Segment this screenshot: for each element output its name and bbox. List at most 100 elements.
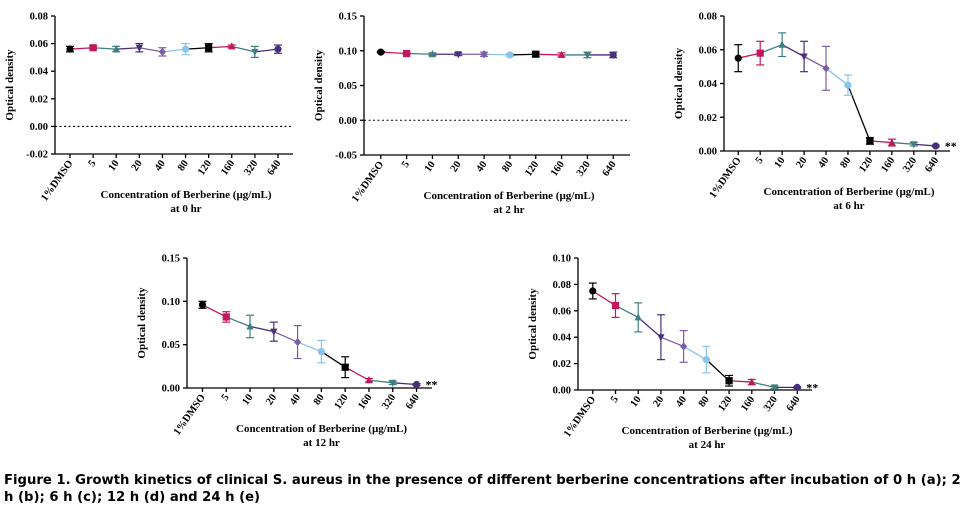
y-tick-label: 0.08 — [699, 12, 717, 23]
data-point — [589, 287, 597, 295]
x-tick-label: 5 — [754, 155, 766, 166]
x-tick-label: 640 — [265, 158, 283, 177]
chart-panel-4: 0.00 0.05 0.10 0.15 1%DMSO 5 10 20 40 80 120 160 320… — [136, 254, 438, 450]
data-point — [557, 50, 566, 58]
x-tick-label: 10 — [107, 158, 122, 173]
y-tick-label: 0.10 — [339, 46, 357, 57]
y-axis-title: Optical density — [673, 47, 685, 119]
y-axis-title: Optical density — [4, 49, 16, 121]
x-tick-label: 160 — [879, 155, 897, 174]
x-tick-label: 40 — [288, 392, 303, 407]
data-point — [932, 142, 940, 150]
x-tick-label: 160 — [356, 392, 374, 411]
chart-panel-2: -0.05 0.00 0.05 0.10 0.15 1%DMSO 5 10 20 40 80 120 1… — [313, 12, 630, 216]
x-axis-subtitle: at 2 hr — [493, 204, 524, 216]
data-point — [756, 49, 764, 57]
y-axis-title: Optical density — [527, 288, 539, 360]
series-line-segment — [254, 48, 279, 53]
data-point — [532, 50, 540, 58]
significance-annotation: ** — [806, 380, 818, 394]
y-tick-label: 0.08 — [553, 280, 571, 291]
x-axis-title: Concentration of Berberine (µg/mL) — [764, 186, 935, 198]
chart-panel-5: 0.00 0.02 0.04 0.06 0.08 0.10 1%DMSO 5 10 20 40 80 1… — [527, 254, 818, 452]
x-tick-label: 1%DMSO — [172, 392, 208, 437]
x-tick-label: 120 — [196, 158, 214, 177]
data-point — [778, 40, 786, 48]
data-point — [793, 383, 801, 391]
y-tick-label: -0.02 — [26, 150, 48, 161]
y-tick-label: 0.00 — [30, 122, 48, 133]
series-line-segment — [759, 44, 783, 54]
chart-panel-1: -0.02 0.00 0.02 0.04 0.06 0.08 1%DMSO 5 10 20 40 80… — [4, 12, 293, 215]
data-point — [294, 337, 302, 347]
x-axis-title: Concentration of Berberine (µg/mL) — [622, 425, 793, 437]
x-tick-label: 10 — [773, 155, 788, 170]
x-tick-label: 160 — [219, 158, 237, 177]
data-point — [634, 313, 642, 321]
x-tick-label: 40 — [475, 159, 490, 174]
data-point — [480, 50, 488, 59]
series-line-segment — [683, 345, 707, 361]
x-tick-label: 120 — [857, 155, 875, 174]
y-tick-label: 0.02 — [553, 359, 571, 370]
y-tick-label: 0.10 — [162, 297, 180, 308]
data-point — [251, 48, 259, 57]
data-point — [403, 49, 411, 58]
data-point — [198, 301, 207, 309]
x-tick-label: 20 — [449, 159, 464, 174]
series-line-segment — [637, 316, 662, 338]
x-axis-subtitle: at 6 hr — [833, 200, 864, 212]
data-point — [657, 334, 665, 342]
series-line-segment — [825, 67, 849, 86]
y-tick-label: -0.05 — [335, 151, 357, 162]
y-tick-label: 0.05 — [162, 340, 180, 351]
y-tick-label: 0.06 — [699, 45, 717, 56]
series-line-segment — [185, 47, 209, 50]
data-point — [680, 342, 688, 351]
y-tick-label: 0.02 — [699, 113, 717, 124]
y-axis-title: Optical density — [313, 49, 325, 121]
series-line-segment — [297, 341, 322, 353]
series-line-segment — [139, 47, 163, 53]
y-tick-label: 0.02 — [30, 94, 48, 105]
series-line-segment — [729, 380, 752, 383]
data-point — [270, 328, 278, 336]
data-point — [725, 377, 733, 385]
data-point — [317, 348, 325, 356]
y-tick-label: 0.08 — [30, 12, 48, 23]
x-tick-label: 20 — [130, 158, 145, 173]
x-tick-label: 320 — [762, 394, 780, 413]
data-point — [844, 81, 852, 89]
x-tick-label: 1%DMSO — [39, 158, 75, 203]
y-tick-label: 0.00 — [339, 116, 357, 127]
data-point — [228, 42, 236, 50]
series-line-segment — [321, 351, 346, 368]
x-tick-label: 120 — [716, 394, 734, 413]
y-tick-label: 0.04 — [553, 333, 572, 344]
x-tick-label: 320 — [242, 158, 260, 177]
data-point — [454, 51, 462, 59]
x-tick-label: 40 — [816, 155, 831, 170]
x-axis-subtitle: at 0 hr — [170, 203, 201, 215]
data-point — [365, 376, 373, 384]
series-line-segment — [368, 379, 393, 384]
data-point — [609, 51, 617, 59]
x-tick-label: 640 — [785, 394, 803, 413]
x-tick-label: 20 — [651, 394, 666, 409]
x-tick-label: 80 — [312, 392, 327, 407]
x-tick-label: 10 — [240, 392, 255, 407]
series-line-segment — [847, 84, 871, 142]
series-line-segment — [803, 55, 827, 69]
data-point — [135, 44, 143, 52]
series-line-segment — [249, 325, 274, 333]
y-tick-label: 0.15 — [339, 12, 357, 23]
series-line-segment — [69, 47, 94, 50]
data-point — [112, 44, 120, 53]
x-tick-label: 80 — [500, 159, 515, 174]
series-line-segment — [226, 316, 251, 328]
data-point — [274, 45, 282, 53]
data-point — [748, 377, 756, 386]
series-line-segment — [273, 331, 298, 343]
x-tick-label: 5 — [87, 158, 99, 169]
data-point — [506, 51, 514, 59]
